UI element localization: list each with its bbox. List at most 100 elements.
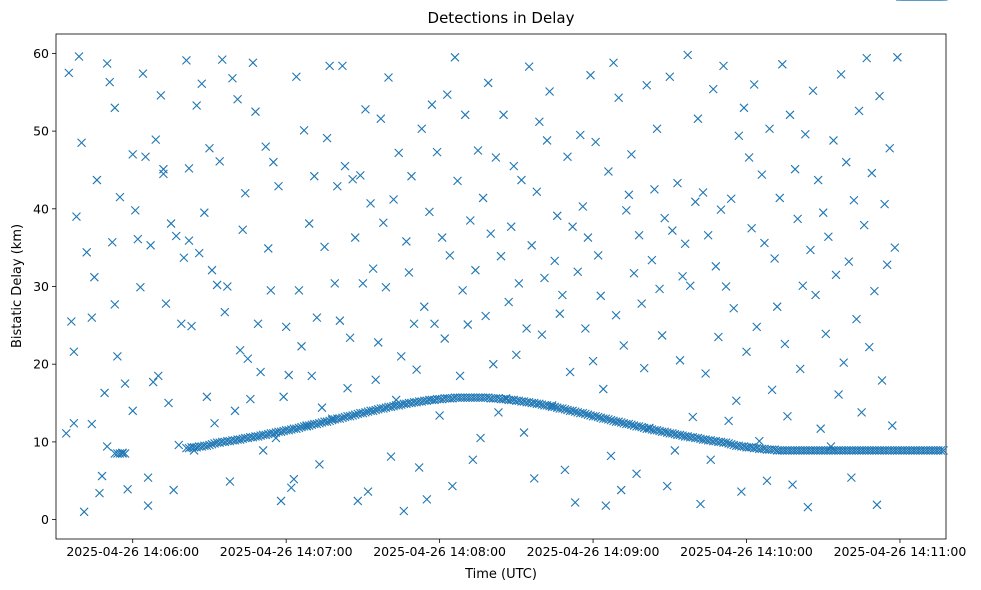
data-point xyxy=(430,319,439,329)
data-point xyxy=(284,370,294,380)
data-point xyxy=(660,427,670,437)
data-point xyxy=(412,365,421,375)
data-point xyxy=(634,421,644,431)
data-point xyxy=(591,137,601,147)
data-point xyxy=(788,480,797,490)
data-point xyxy=(857,407,866,417)
data-point xyxy=(437,233,447,242)
data-point xyxy=(166,219,176,228)
data-point xyxy=(289,474,299,484)
data-point xyxy=(747,223,757,233)
data-point xyxy=(345,411,355,421)
data-point xyxy=(611,310,621,320)
data-point xyxy=(79,507,89,517)
data-point xyxy=(775,193,785,203)
data-point xyxy=(143,501,153,510)
data-point xyxy=(427,100,437,110)
data-point xyxy=(481,311,491,321)
data-point xyxy=(509,161,519,171)
data-point xyxy=(831,270,841,280)
data-point xyxy=(494,407,503,417)
data-point xyxy=(573,267,583,277)
data-point xyxy=(315,460,324,469)
data-point xyxy=(61,428,71,438)
data-point xyxy=(570,407,580,416)
data-point xyxy=(355,171,365,180)
data-point xyxy=(864,342,874,352)
data-point xyxy=(407,171,416,181)
data-point xyxy=(128,406,138,416)
data-point xyxy=(368,264,378,274)
data-point xyxy=(473,146,483,155)
data-point xyxy=(685,281,695,291)
data-point xyxy=(197,79,207,89)
data-point xyxy=(371,375,381,385)
data-point xyxy=(330,279,340,288)
data-point xyxy=(161,299,171,308)
data-point xyxy=(724,439,734,448)
data-point xyxy=(148,377,158,387)
data-point xyxy=(378,404,388,413)
data-point xyxy=(816,424,826,434)
data-point xyxy=(340,161,350,171)
data-point xyxy=(882,260,892,270)
data-point xyxy=(652,124,662,134)
x-tick-label: 2025-04-26 14:08:00 xyxy=(373,544,506,559)
data-point xyxy=(136,282,145,292)
data-point xyxy=(228,73,237,83)
data-point xyxy=(205,440,214,450)
data-point xyxy=(818,208,828,218)
data-point xyxy=(880,199,890,209)
data-point xyxy=(688,412,698,422)
data-point xyxy=(803,502,813,512)
data-point xyxy=(87,313,97,322)
data-point xyxy=(82,247,92,257)
data-point xyxy=(598,384,608,394)
data-point xyxy=(627,150,636,159)
data-point xyxy=(537,330,547,340)
data-point xyxy=(386,402,396,412)
data-point xyxy=(164,398,173,408)
data-point xyxy=(616,485,626,495)
data-point xyxy=(839,358,849,368)
data-point xyxy=(581,409,590,419)
data-point xyxy=(304,219,314,228)
data-point xyxy=(683,50,693,60)
data-point xyxy=(279,392,289,402)
data-point xyxy=(361,407,370,417)
data-point xyxy=(368,406,378,416)
data-point xyxy=(859,220,869,230)
data-point xyxy=(670,446,680,455)
data-point xyxy=(189,446,199,455)
data-point xyxy=(524,62,534,72)
data-point xyxy=(312,419,322,429)
data-point xyxy=(307,371,317,381)
data-point xyxy=(806,245,815,255)
data-point xyxy=(627,420,636,430)
data-point xyxy=(453,176,462,186)
data-point xyxy=(719,61,728,71)
data-point xyxy=(621,205,631,215)
data-point xyxy=(384,73,393,82)
data-point xyxy=(716,205,726,214)
data-point xyxy=(872,500,882,510)
data-point xyxy=(253,319,263,329)
data-point xyxy=(752,322,762,332)
data-point xyxy=(263,244,273,253)
data-point xyxy=(570,498,580,507)
data-point xyxy=(852,314,861,324)
data-point xyxy=(202,392,212,402)
data-point xyxy=(793,214,803,224)
data-point xyxy=(563,152,572,162)
data-point xyxy=(322,133,332,143)
data-point xyxy=(187,321,196,331)
data-point xyxy=(299,125,309,135)
y-tick-label: 30 xyxy=(33,279,49,294)
x-tick-label: 2025-04-26 14:11:00 xyxy=(834,544,967,559)
data-point xyxy=(171,231,181,241)
data-point xyxy=(534,399,544,409)
data-point xyxy=(486,229,496,239)
data-point xyxy=(348,174,358,184)
data-point xyxy=(726,439,736,449)
data-point xyxy=(115,192,125,202)
